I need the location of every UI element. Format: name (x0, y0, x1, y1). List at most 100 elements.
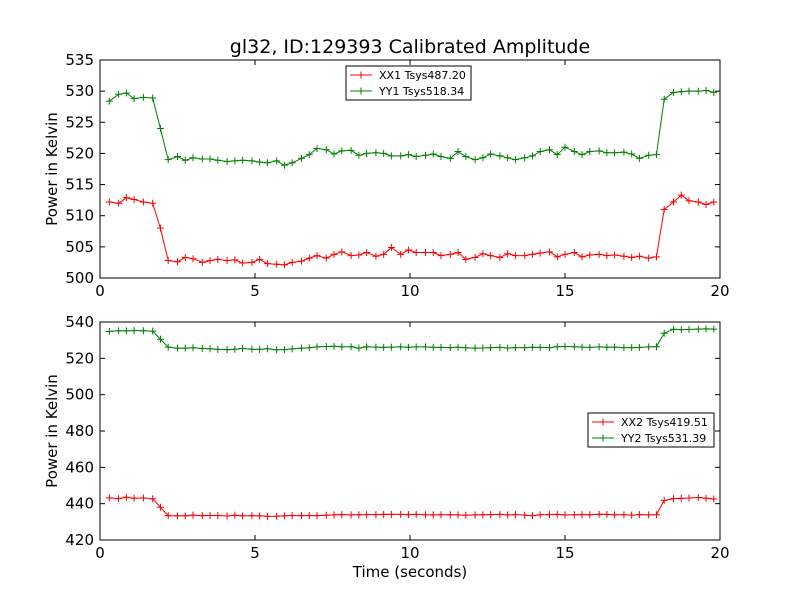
data-point (429, 150, 437, 158)
data-point (330, 342, 338, 350)
data-point (528, 250, 536, 258)
data-point (620, 511, 628, 519)
data-point (372, 252, 380, 260)
data-point (685, 325, 693, 333)
data-point (198, 155, 206, 163)
data-point (652, 253, 660, 261)
data-point (322, 511, 330, 519)
data-point (305, 151, 313, 159)
y-tick-label: 480 (65, 422, 94, 440)
data-point (521, 252, 529, 260)
y-tick-label: 500 (65, 269, 94, 287)
data-point (553, 151, 561, 159)
data-point (288, 258, 296, 266)
data-point (628, 253, 636, 261)
data-point (263, 159, 271, 167)
y-tick-label: 520 (65, 349, 94, 367)
data-point (620, 344, 628, 352)
legend-marker (599, 434, 607, 442)
data-point (156, 125, 164, 133)
data-point (248, 512, 256, 520)
data-point (511, 511, 519, 519)
data-point (635, 252, 643, 260)
data-point (578, 343, 586, 351)
data-point (670, 198, 677, 206)
data-point (611, 343, 619, 351)
data-point (677, 191, 685, 199)
data-point (454, 511, 462, 519)
data-point (139, 198, 147, 206)
data-point (685, 197, 693, 205)
data-point (256, 512, 264, 520)
legend-entry: YY2 Tsys531.39 (620, 432, 706, 445)
x-tick-label: 5 (250, 544, 260, 562)
data-point (372, 343, 380, 351)
data-point (305, 254, 313, 262)
data-point (595, 250, 603, 258)
data-point (521, 344, 529, 352)
data-point (546, 511, 553, 519)
data-point (322, 146, 330, 154)
data-point (263, 512, 271, 520)
data-point (536, 249, 544, 257)
data-point (355, 511, 363, 519)
data-point (130, 494, 138, 502)
data-point (355, 344, 363, 352)
data-point (422, 343, 429, 351)
data-point (174, 258, 181, 266)
data-point (437, 511, 445, 519)
legend-marker (357, 71, 365, 79)
legend-marker (599, 418, 607, 426)
data-point (338, 248, 346, 256)
data-point (380, 149, 388, 157)
data-point (628, 344, 636, 352)
data-point (536, 511, 544, 519)
data-point (149, 94, 157, 102)
data-point (635, 343, 643, 351)
data-point (462, 153, 470, 161)
data-point (347, 511, 355, 519)
data-point (487, 252, 495, 260)
data-point (645, 254, 653, 262)
y-tick-label: 500 (65, 386, 94, 404)
data-point (603, 510, 611, 518)
data-point (273, 346, 281, 354)
data-point (504, 511, 512, 519)
data-point (694, 87, 702, 95)
data-point (338, 511, 346, 519)
y-axis-label: Power in Kelvin (43, 374, 61, 488)
data-point (710, 198, 718, 206)
bottom-chart: 0 5 10 15 20 420 440 460 480 500 520 540 Power in Ke… (43, 313, 730, 581)
data-point (198, 512, 206, 520)
data-point (338, 147, 346, 155)
x-tick-label: 10 (400, 282, 419, 300)
data-point (702, 87, 710, 95)
data-point (149, 327, 157, 335)
data-point (214, 156, 222, 164)
data-point (256, 158, 264, 166)
data-point (322, 343, 330, 351)
x-tick-label: 20 (710, 544, 729, 562)
y-tick-label: 535 (65, 51, 94, 69)
data-point (710, 325, 718, 333)
data-point (105, 327, 113, 335)
data-point (174, 153, 181, 161)
data-point (231, 511, 239, 519)
data-point (685, 87, 693, 95)
data-point (471, 156, 479, 164)
data-point (122, 89, 130, 97)
data-point (256, 345, 264, 353)
data-point (363, 343, 371, 351)
data-point (214, 345, 222, 353)
data-point (164, 343, 172, 351)
data-point (387, 510, 395, 518)
data-point (496, 343, 504, 351)
x-tick-label: 0 (95, 282, 105, 300)
data-point (380, 250, 388, 258)
y-tick-label: 420 (65, 531, 94, 549)
data-point (603, 343, 611, 351)
data-point (429, 511, 437, 519)
data-point (586, 511, 594, 519)
data-point (105, 494, 113, 502)
